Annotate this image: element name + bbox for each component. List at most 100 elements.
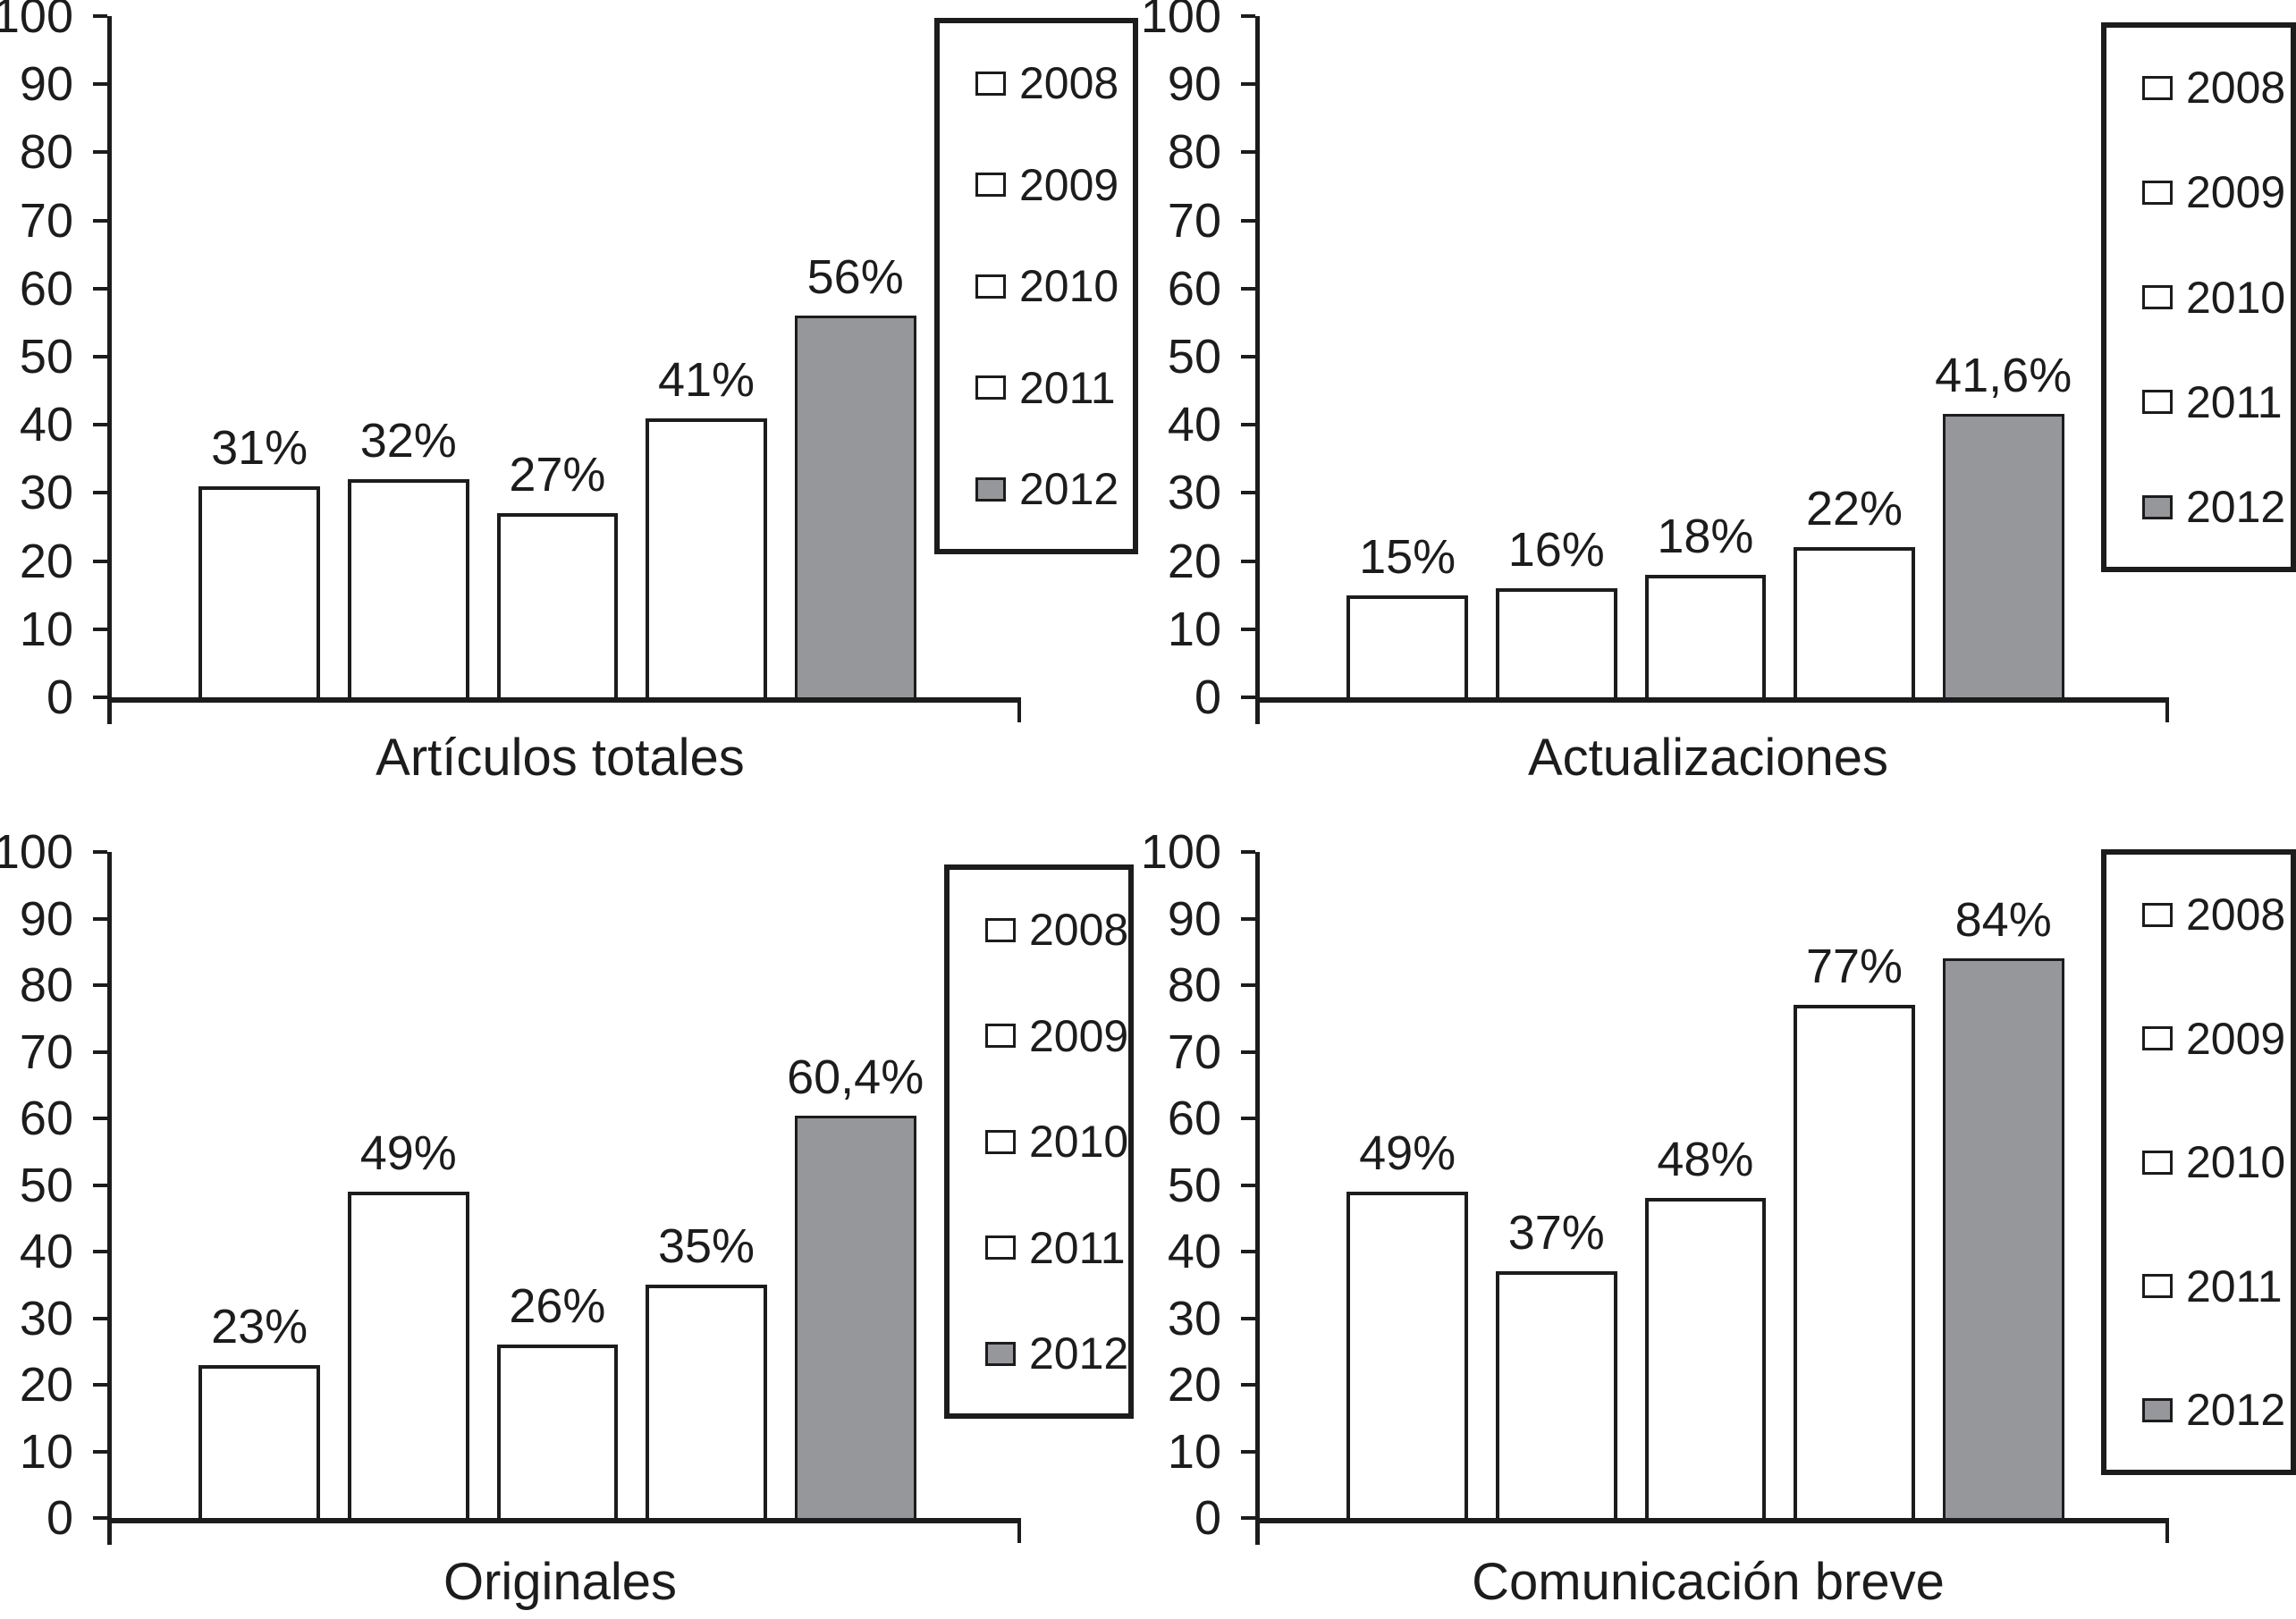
legend-swatch-white [985,1024,1016,1048]
y-axis-label: 90 [19,57,73,112]
y-axis-tick [1241,696,1255,699]
legend-swatch-gray [2142,494,2173,519]
chart-originales: 0 10 20 30 40 50 60 70 80 90 100 23% 49% 26% 35% 60,4% O… [0,809,1148,1618]
legend-item-2012: 2012 [2142,485,2285,529]
y-axis-label: 10 [1167,1424,1221,1479]
y-axis-tick [1241,14,1255,18]
y-axis-label: 60 [1167,1092,1221,1145]
legend-item-label: 2008 [1019,58,1119,108]
chart-title: Actualizaciones [1528,729,1888,787]
y-axis-tick [93,850,107,854]
bar-2009 [347,479,469,697]
y-axis-label: 80 [19,125,73,180]
bar-2008 [198,485,320,697]
legend-item-2008: 2008 [975,61,1126,105]
y-axis-tick [1241,1383,1255,1387]
bar-value-label: 26% [509,1279,606,1334]
legend-swatch-white [975,274,1006,299]
y-axis-line-tail [1255,1518,1260,1545]
y-axis-label: 70 [1167,1025,1221,1079]
legend: 2008 2009 2010 2011 2012 [2101,849,2296,1475]
legend-item-2010: 2010 [985,1119,1128,1164]
y-axis-tick [1241,150,1255,155]
bar-value-label: 48% [1657,1133,1754,1187]
y-axis-tick [93,1117,107,1120]
y-axis-label: 90 [1167,57,1221,112]
y-axis-tick [93,916,107,921]
legend-item-label: 2012 [1029,1328,1129,1379]
bar-value-label: 60,4% [787,1050,924,1105]
plot-area: 0 10 20 30 40 50 60 70 80 90 100 31% 32% 27% 41% 56% [0,0,1021,724]
plot-area: 0 10 20 30 40 50 60 70 80 90 100 15% 16% 18% 22% 41,6% [1141,0,2169,724]
y-axis-label: 60 [1167,261,1221,316]
y-axis-tick [93,355,107,358]
y-axis-line-tail [107,1518,112,1545]
legend-item-2009: 2009 [985,1014,1128,1058]
bar-2010 [1644,1198,1767,1518]
bar-value-label: 77% [1805,940,1903,994]
y-axis-tick [1241,1516,1255,1520]
y-axis-tick [93,983,107,987]
legend-item-label: 2009 [1029,1010,1129,1061]
legend-item-label: 2009 [1019,159,1119,210]
y-axis-label: 20 [1167,534,1221,588]
legend-item-2009: 2009 [975,163,1126,207]
x-axis-line-tail [1017,1518,1021,1543]
bar-2011 [1794,1005,1915,1518]
legend-item-2009: 2009 [2142,1016,2285,1061]
y-axis-label: 90 [19,891,73,946]
y-axis-tick [93,559,107,563]
y-axis-label: 20 [1167,1358,1221,1412]
y-axis-label: 50 [1167,330,1221,384]
bar-value-label: 41% [657,352,755,407]
y-axis-tick [93,1316,107,1320]
y-axis-tick [1241,850,1255,854]
bar-value-label: 35% [657,1219,755,1274]
y-axis-tick [93,150,107,155]
y-axis-tick [1241,916,1255,921]
legend-item-label: 2012 [1019,464,1119,514]
legend-item-2011: 2011 [975,366,1126,410]
legend-item-label: 2008 [1029,905,1129,955]
y-axis-label: 0 [1194,1491,1221,1545]
y-axis-tick [1241,983,1255,987]
y-axis-tick [1241,627,1255,631]
legend-swatch-gray [975,476,1006,502]
y-axis-label: 60 [19,1092,73,1145]
legend-item-label: 2010 [1019,261,1119,311]
y-axis-label: 10 [1167,602,1221,656]
bar-2012 [794,316,916,697]
bar-value-label: 49% [1359,1126,1456,1180]
legend-item-label: 2010 [2186,272,2286,323]
legend-swatch-gray [2142,1397,2173,1422]
chart-title: Comunicación breve [1472,1553,1945,1611]
legend-item-label: 2011 [2186,1261,2283,1311]
bar-value-label: 56% [806,250,904,305]
legend-item-2008: 2008 [2142,65,2285,110]
y-axis-label: 100 [0,0,73,43]
y-axis-label: 80 [19,958,73,1012]
y-axis-tick [93,1516,107,1520]
legend: 2008 2009 2010 2011 2012 [934,18,1138,554]
legend-item-2011: 2011 [2142,380,2283,425]
legend-swatch-white [985,1129,1016,1154]
y-axis-tick [93,1250,107,1253]
bar-value-label: 32% [359,414,457,468]
bar-2010 [496,513,619,697]
y-axis-label: 50 [19,330,73,384]
y-axis-label: 0 [1194,670,1221,724]
y-axis-label: 100 [0,825,73,879]
bar-2010 [1644,574,1767,697]
bar-value-label: 27% [509,448,606,502]
y-axis-tick [93,286,107,291]
plot-area: 0 10 20 30 40 50 60 70 80 90 100 49% 37% 48% 77% 84% [1141,828,2169,1545]
legend-item-label: 2011 [1019,362,1116,413]
y-axis-tick [1241,82,1255,87]
bar-value-label: 16% [1507,523,1605,578]
y-axis-label: 10 [19,1424,73,1479]
y-axis-label: 30 [1167,466,1221,520]
bar-2012 [794,1116,916,1518]
legend-swatch-white [2142,75,2173,100]
y-axis-tick [1241,355,1255,358]
y-axis-label: 70 [19,1025,73,1079]
